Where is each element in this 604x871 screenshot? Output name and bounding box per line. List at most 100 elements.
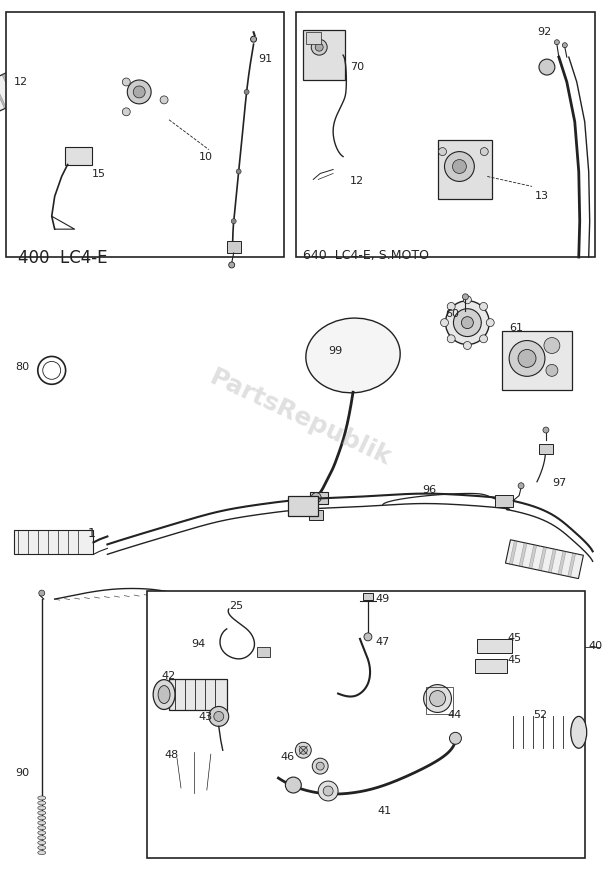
Bar	[509, 541, 517, 564]
Text: 70: 70	[350, 62, 364, 72]
Ellipse shape	[38, 846, 46, 850]
Bar	[437, 139, 492, 199]
Ellipse shape	[38, 811, 46, 815]
Circle shape	[539, 59, 555, 75]
Bar	[368, 137, 380, 172]
Bar	[56, 49, 71, 78]
Circle shape	[123, 78, 130, 86]
Text: 61: 61	[509, 322, 523, 333]
Circle shape	[480, 147, 488, 156]
Bar	[425, 152, 438, 188]
Bar	[310, 492, 328, 503]
Bar	[451, 43, 457, 71]
Circle shape	[231, 219, 236, 224]
Text: 48: 48	[164, 750, 178, 760]
Text: 12: 12	[350, 177, 364, 186]
Bar	[495, 38, 500, 67]
Circle shape	[316, 762, 324, 770]
Ellipse shape	[153, 679, 175, 710]
Circle shape	[364, 633, 372, 641]
Circle shape	[203, 644, 213, 654]
Bar	[345, 131, 357, 166]
Bar	[558, 551, 566, 575]
Circle shape	[423, 685, 451, 712]
Bar	[477, 638, 512, 652]
Circle shape	[509, 341, 545, 376]
Circle shape	[562, 43, 567, 48]
Bar	[548, 549, 556, 573]
Bar	[306, 32, 321, 44]
Text: 45: 45	[507, 655, 521, 665]
Circle shape	[236, 169, 241, 174]
Text: 80: 80	[15, 362, 29, 373]
Bar	[379, 140, 391, 176]
Bar	[6, 12, 284, 257]
Circle shape	[446, 300, 489, 345]
Bar	[2, 74, 17, 104]
Circle shape	[251, 37, 257, 42]
Bar	[426, 686, 454, 714]
Circle shape	[311, 493, 321, 503]
Bar	[539, 444, 553, 454]
Bar	[506, 37, 511, 65]
Circle shape	[160, 96, 168, 104]
Bar	[363, 593, 373, 600]
Bar	[502, 331, 572, 390]
Circle shape	[286, 777, 301, 793]
Bar	[14, 530, 94, 554]
Circle shape	[449, 733, 461, 744]
Circle shape	[486, 319, 494, 327]
Circle shape	[544, 338, 560, 354]
Text: 13: 13	[535, 192, 549, 201]
Circle shape	[445, 152, 474, 181]
Circle shape	[188, 698, 194, 704]
Circle shape	[312, 758, 328, 774]
Circle shape	[214, 712, 223, 721]
Circle shape	[518, 483, 524, 489]
Circle shape	[518, 349, 536, 368]
Bar	[0, 37, 95, 117]
Bar	[402, 146, 414, 182]
Ellipse shape	[38, 806, 46, 810]
Circle shape	[318, 781, 338, 801]
Bar	[568, 553, 576, 577]
Ellipse shape	[38, 836, 46, 840]
Bar	[527, 36, 533, 64]
Circle shape	[244, 90, 249, 94]
Ellipse shape	[38, 841, 46, 845]
Bar	[0, 79, 7, 109]
Text: 43: 43	[199, 712, 213, 722]
Bar	[288, 496, 318, 516]
Bar	[356, 134, 368, 170]
Circle shape	[440, 319, 449, 327]
Circle shape	[454, 308, 481, 336]
Ellipse shape	[38, 831, 46, 834]
Text: 44: 44	[448, 711, 461, 720]
Circle shape	[229, 262, 235, 268]
Circle shape	[39, 591, 45, 596]
Circle shape	[315, 44, 323, 51]
Circle shape	[543, 427, 549, 433]
Bar	[13, 69, 28, 98]
Text: 15: 15	[91, 170, 106, 179]
Bar	[257, 647, 271, 657]
Bar	[475, 658, 507, 672]
Text: 97: 97	[552, 478, 566, 488]
Circle shape	[209, 706, 229, 726]
Bar	[67, 44, 82, 73]
Circle shape	[439, 147, 446, 156]
Text: 10: 10	[199, 152, 213, 162]
Circle shape	[480, 302, 487, 310]
Bar	[414, 150, 426, 185]
Circle shape	[463, 294, 468, 300]
Circle shape	[463, 296, 471, 304]
Circle shape	[546, 364, 558, 376]
Text: 45: 45	[507, 633, 521, 643]
Text: 49: 49	[376, 594, 390, 604]
Text: 42: 42	[161, 671, 175, 680]
Text: 94: 94	[191, 638, 205, 649]
Circle shape	[295, 742, 311, 758]
Bar	[65, 146, 92, 165]
Circle shape	[38, 356, 66, 384]
Bar	[309, 510, 323, 519]
